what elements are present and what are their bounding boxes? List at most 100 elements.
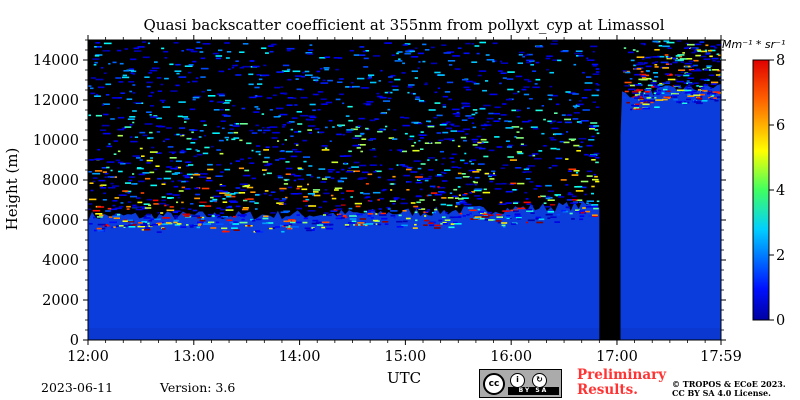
speckle-pixel xyxy=(459,212,462,215)
speckle-pixel xyxy=(380,112,387,115)
speckle-pixel xyxy=(285,226,291,228)
speckle-pixel xyxy=(547,94,553,96)
speckle-pixel xyxy=(547,217,551,219)
speckle-pixel xyxy=(102,50,111,52)
speckle-pixel xyxy=(224,42,230,44)
speckle-pixel xyxy=(710,45,716,48)
speckle-pixel xyxy=(411,56,419,58)
speckle-pixel xyxy=(284,179,288,182)
speckle-pixel xyxy=(166,127,172,129)
speckle-pixel xyxy=(486,59,495,61)
speckle-pixel xyxy=(226,206,233,209)
colorbar-unit-label: Mm⁻¹ * sr⁻¹ xyxy=(722,38,786,51)
speckle-pixel xyxy=(165,170,172,173)
speckle-pixel xyxy=(150,157,153,159)
speckle-pixel xyxy=(352,85,360,88)
speckle-pixel xyxy=(441,171,445,174)
speckle-pixel xyxy=(555,157,563,160)
speckle-pixel xyxy=(93,216,96,219)
speckle-pixel xyxy=(342,133,345,136)
speckle-pixel xyxy=(474,195,481,197)
speckle-pixel xyxy=(460,159,465,162)
speckle-pixel xyxy=(647,100,656,102)
speckle-pixel xyxy=(676,40,682,42)
speckle-pixel xyxy=(219,183,223,186)
speckle-pixel xyxy=(317,77,321,79)
speckle-pixel xyxy=(340,177,348,180)
speckle-pixel xyxy=(161,101,165,103)
speckle-pixel xyxy=(498,70,503,72)
speckle-pixel xyxy=(248,83,254,86)
speckle-pixel xyxy=(105,94,110,96)
speckle-pixel xyxy=(427,125,435,128)
speckle-pixel xyxy=(563,141,570,144)
speckle-pixel xyxy=(551,164,558,167)
speckle-pixel xyxy=(354,170,360,172)
speckle-pixel xyxy=(591,63,599,66)
speckle-pixel xyxy=(192,80,198,83)
speckle-pixel xyxy=(151,146,155,149)
speckle-pixel xyxy=(287,97,294,99)
speckle-pixel xyxy=(630,59,635,62)
speckle-pixel xyxy=(526,210,534,212)
speckle-pixel xyxy=(261,113,265,115)
speckle-pixel xyxy=(469,212,472,215)
speckle-pixel xyxy=(88,203,93,205)
speckle-pixel xyxy=(465,80,473,83)
speckle-pixel xyxy=(162,140,165,143)
speckle-pixel xyxy=(219,192,226,194)
speckle-pixel xyxy=(224,168,231,171)
x-tick-label: 16:00 xyxy=(490,349,532,365)
speckle-pixel xyxy=(636,56,645,58)
speckle-pixel xyxy=(680,61,684,63)
speckle-pixel xyxy=(657,84,663,86)
speckle-pixel xyxy=(254,106,259,108)
speckle-pixel xyxy=(272,131,280,134)
speckle-pixel xyxy=(104,225,107,228)
speckle-pixel xyxy=(573,63,577,66)
speckle-pixel xyxy=(369,138,376,140)
speckle-pixel xyxy=(582,207,586,209)
speckle-pixel xyxy=(398,58,401,60)
speckle-pixel xyxy=(341,198,345,200)
speckle-pixel xyxy=(132,92,136,94)
speckle-pixel xyxy=(419,188,423,191)
speckle-pixel xyxy=(549,204,556,206)
speckle-pixel xyxy=(133,101,142,104)
speckle-pixel xyxy=(387,208,391,210)
speckle-pixel xyxy=(509,159,517,161)
speckle-pixel xyxy=(690,47,696,50)
speckle-pixel xyxy=(719,79,721,81)
speckle-pixel xyxy=(174,224,181,226)
speckle-pixel xyxy=(144,227,151,229)
speckle-pixel xyxy=(209,200,217,202)
speckle-pixel xyxy=(415,219,418,222)
speckle-pixel xyxy=(382,221,389,223)
speckle-pixel xyxy=(471,191,476,193)
speckle-pixel xyxy=(365,103,371,106)
speckle-pixel xyxy=(281,230,285,233)
speckle-pixel xyxy=(274,86,280,89)
speckle-pixel xyxy=(318,206,322,209)
speckle-pixel xyxy=(243,174,251,177)
speckle-pixel xyxy=(549,137,555,139)
speckle-pixel xyxy=(500,167,505,169)
speckle-pixel xyxy=(373,191,381,194)
speckle-pixel xyxy=(269,194,272,197)
speckle-pixel xyxy=(688,91,695,93)
speckle-pixel xyxy=(255,194,260,196)
speckle-pixel xyxy=(172,211,178,214)
speckle-pixel xyxy=(336,213,342,216)
speckle-pixel xyxy=(505,140,510,142)
y-tick-label: 10000 xyxy=(33,133,79,149)
speckle-pixel xyxy=(390,210,398,212)
speckle-pixel xyxy=(455,202,462,204)
speckle-pixel xyxy=(189,224,193,227)
speckle-pixel xyxy=(516,116,521,118)
speckle-pixel xyxy=(489,93,498,96)
speckle-pixel xyxy=(357,77,365,80)
speckle-pixel xyxy=(321,226,326,229)
speckle-pixel xyxy=(462,105,471,108)
speckle-pixel xyxy=(441,216,446,218)
speckle-pixel xyxy=(296,214,300,216)
